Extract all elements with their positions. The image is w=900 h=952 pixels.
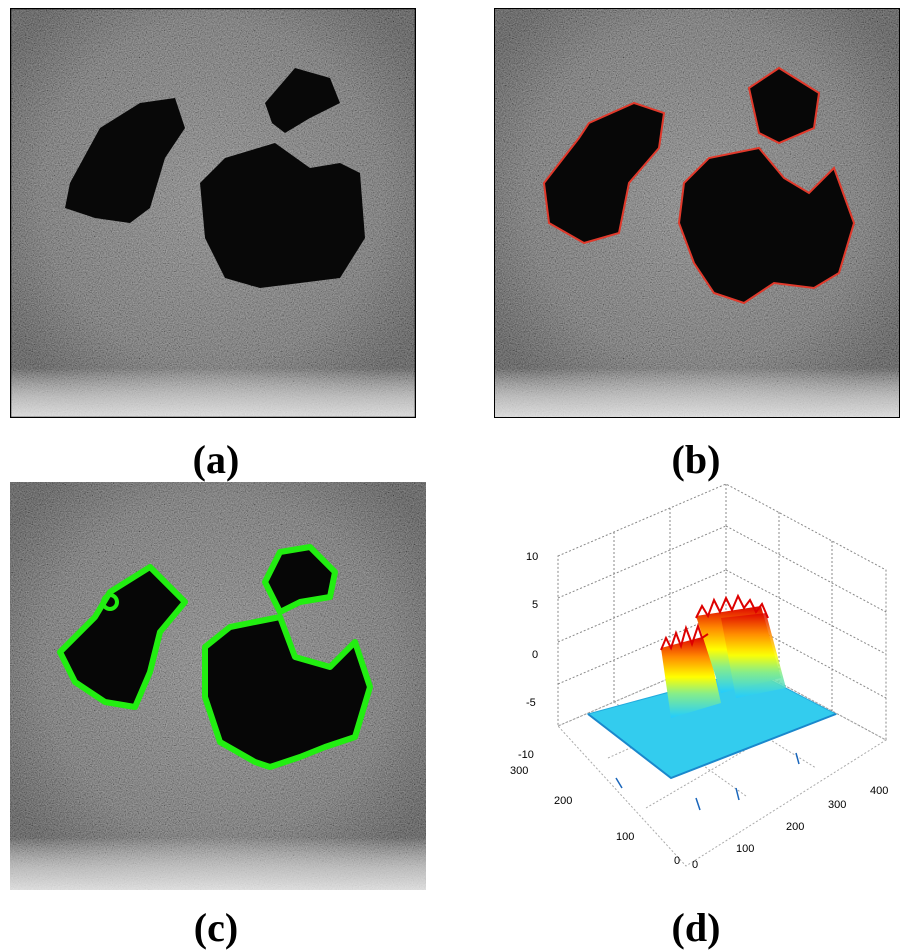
panel-b-red-contour <box>494 8 900 418</box>
green-contour-right <box>202 614 373 770</box>
caption-d: (d) <box>671 905 721 950</box>
caption-a: (a) <box>192 437 240 482</box>
x-tick-200: 200 <box>786 821 804 833</box>
panel-d-surface-plot: 10 5 0 -5 -10 300 200 100 0 0 100 200 30… <box>496 478 900 884</box>
panel-a-ultrasound <box>10 8 416 418</box>
caption-c: (c) <box>193 905 239 950</box>
z-tick-10: 10 <box>526 551 538 563</box>
y-tick-0: 0 <box>674 855 680 867</box>
y-tick-200: 200 <box>554 795 572 807</box>
z-tick-0: 0 <box>532 649 538 661</box>
panel-c-green-contour <box>10 482 426 890</box>
red-contour-right <box>677 146 856 305</box>
red-contour-left <box>542 101 666 245</box>
surface-plot-3d: 10 5 0 -5 -10 300 200 100 0 0 100 200 30… <box>510 483 888 871</box>
ultrasound-image <box>10 8 416 418</box>
red-contour-top <box>747 66 821 145</box>
z-tick-neg10: -10 <box>518 749 534 761</box>
caption-b: (b) <box>671 437 721 482</box>
x-tick-400: 400 <box>870 785 888 797</box>
x-tick-100: 100 <box>736 843 754 855</box>
x-tick-300: 300 <box>828 799 846 811</box>
z-tick-5: 5 <box>532 599 538 611</box>
ultrasound-image-red-contour <box>494 8 900 418</box>
y-tick-100: 100 <box>616 831 634 843</box>
ultrasound-image-green-contour <box>10 482 426 890</box>
y-tick-300: 300 <box>510 765 528 777</box>
x-tick-0: 0 <box>692 859 698 871</box>
green-contour-top <box>262 544 338 615</box>
z-tick-neg5: -5 <box>526 697 536 709</box>
